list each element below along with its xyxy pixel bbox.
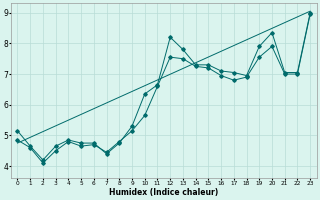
X-axis label: Humidex (Indice chaleur): Humidex (Indice chaleur) bbox=[109, 188, 219, 197]
